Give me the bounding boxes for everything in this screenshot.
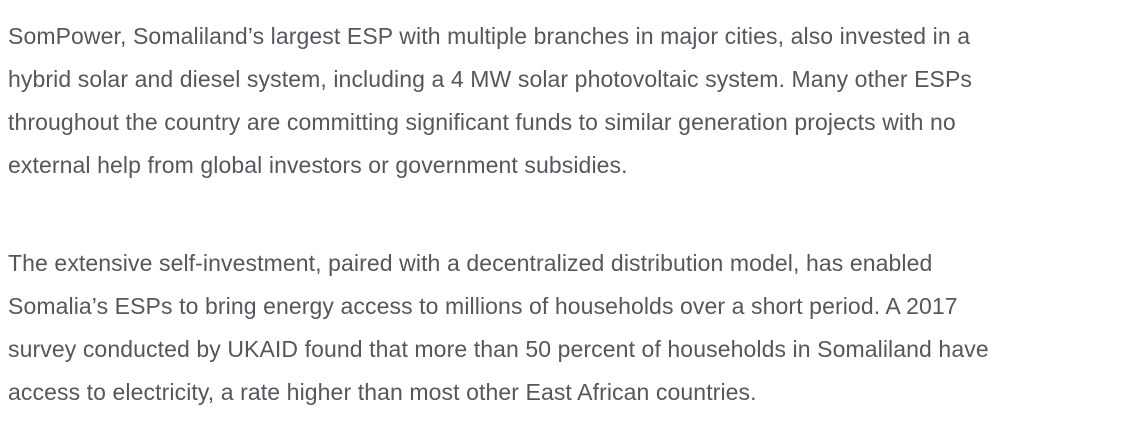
paragraph-sompower-investment: SomPower, Somaliland’s largest ESP with … bbox=[8, 15, 1129, 187]
text-line: throughout the country are committing si… bbox=[8, 109, 956, 135]
text-line: external help from global investors or g… bbox=[8, 152, 628, 178]
text-line: survey conducted by UKAID found that mor… bbox=[8, 336, 989, 362]
text-line: SomPower, Somaliland’s largest ESP with … bbox=[8, 23, 971, 49]
paragraph-energy-access: The extensive self-investment, paired wi… bbox=[8, 242, 1129, 414]
text-line: Somalia’s ESPs to bring energy access to… bbox=[8, 293, 958, 319]
text-line: hybrid solar and diesel system, includin… bbox=[8, 66, 973, 92]
text-line: The extensive self-investment, paired wi… bbox=[8, 250, 933, 276]
text-line: access to electricity, a rate higher tha… bbox=[8, 379, 757, 405]
